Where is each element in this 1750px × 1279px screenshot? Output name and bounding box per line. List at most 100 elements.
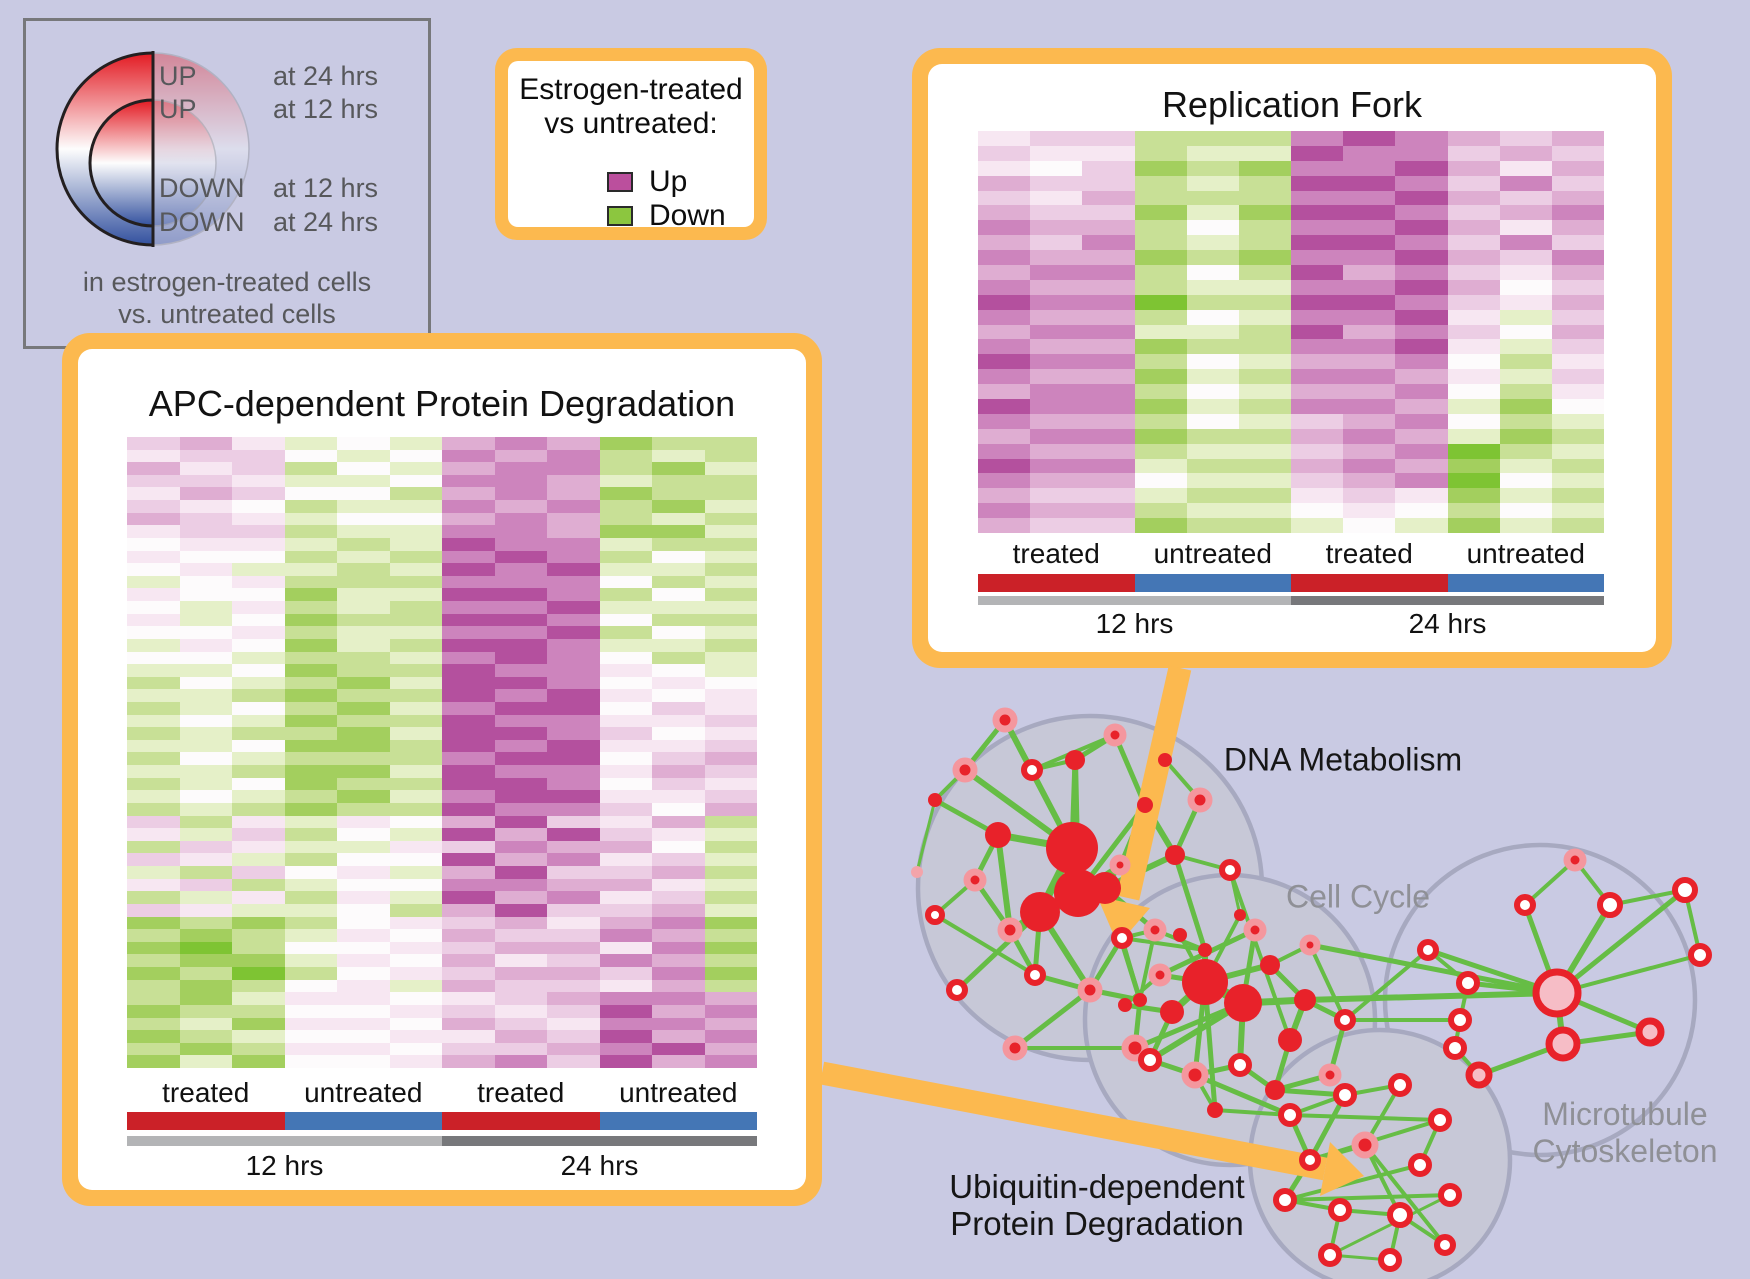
heatmap-cell [442,853,495,867]
network-node-white [1448,1008,1472,1032]
group-label: treated [477,1077,565,1108]
heatmap-cell [547,979,600,993]
heatmap-cell [337,512,390,526]
heatmap-cell [547,916,600,930]
group-label: treated [162,1077,250,1108]
network-node-solid [1173,928,1187,942]
heatmap-cell [599,525,652,538]
heatmap-cell [337,1004,390,1018]
heatmap-cell [389,765,442,778]
heatmap-cell [1030,145,1083,161]
network-edge [1172,852,1208,953]
heatmap-cell [179,550,232,564]
heatmap-cell [232,601,285,614]
heatmap-cell [652,954,705,968]
network-node-halo [1563,848,1587,872]
network-node-solid [1089,872,1121,904]
heatmap-cell [127,929,180,942]
heatmap-cell [1291,279,1344,295]
heatmap-cell [1395,488,1448,504]
24hrs-bar [1291,596,1604,605]
network-edge [1283,1193,1452,1202]
heatmap-cell [179,601,232,614]
heatmap-cell [978,518,1031,533]
heatmap-cell [547,891,600,904]
heatmap-cell [704,1004,757,1018]
heatmap-cell [232,626,285,639]
heatmap-cell [1291,294,1344,310]
heatmap-cell [284,916,337,930]
heatmap-cell [1343,443,1396,459]
heatmap-cell [1551,190,1604,206]
heatmap-cell [284,651,337,665]
heatmap-cell [652,765,705,778]
heatmap-cell [127,537,180,551]
heatmap-cell [547,828,600,841]
ring-label-up-12: UP [159,94,197,124]
heatmap-cell [1551,399,1604,414]
heatmap-cell [1551,145,1604,161]
heatmap-cell [704,903,757,917]
heatmap-cell [547,802,600,816]
inner-ring-right-half [152,99,217,227]
network-node-solid [1234,909,1246,921]
heatmap-cell [1186,279,1239,295]
network-node-solid [1065,750,1085,770]
heatmap-cell [704,512,757,526]
heatmap-cell [1082,488,1135,504]
heatmap-cell [1186,503,1239,519]
network-node-white [1672,877,1698,903]
heatmap-cell [179,802,232,816]
heatmap-cell [652,487,705,501]
untreated-bar [284,1112,442,1130]
heatmap-cell [284,462,337,475]
heatmap-cell [232,651,285,665]
heatmap-cell [704,878,757,892]
heatmap-cell [127,967,180,980]
heatmap-cell [494,765,547,778]
heatmap-cell [284,815,337,829]
heatmap-cell [284,575,337,589]
heatmap-cell [284,702,337,715]
heatmap-cell [179,752,232,766]
network-node-solid [1160,1000,1184,1024]
heatmap-cell [127,840,180,854]
network-node-solid [1294,989,1316,1011]
heatmap-cell [442,765,495,778]
network-node-pinkcore [1465,1061,1493,1089]
heatmap-cell [1082,265,1135,280]
heatmap-cell [284,487,337,501]
heatmap-cell [1343,324,1396,340]
heatmap-cell [978,488,1031,504]
heatmap-cell [978,428,1031,444]
heatmap-cell [389,563,442,576]
heatmap-cell [389,638,442,652]
heatmap-cell [337,727,390,740]
heatmap-cell [599,802,652,816]
network-node-solid [1260,955,1280,975]
heatmap-cell [1030,473,1083,489]
heatmap-cell [1447,428,1500,444]
heatmap-cell [599,727,652,740]
heatmap-cell [1030,503,1083,519]
heatmap-cell [179,929,232,942]
heatmap-cell [232,437,285,450]
inner-ring-left-half [88,98,155,228]
arrow-apc-to-ubiquitin [820,1061,1328,1181]
heatmap-cell [337,613,390,627]
heatmap-cell [1082,131,1135,146]
heatmap-cell [704,601,757,614]
heatmap-cell [704,790,757,803]
heatmap-cell [179,765,232,778]
heatmap-cell [704,676,757,690]
heatmap-cell [1134,473,1187,489]
heatmap-cell [179,626,232,639]
heatmap-cell [704,929,757,942]
apc-panel: APC-dependent Protein Degradation treate… [62,333,822,1206]
heatmap-cell [1291,190,1344,206]
heatmap-cell [599,765,652,778]
heatmap-cell [1395,518,1448,533]
heatmap-cell [1343,190,1396,206]
heatmap-cell [1499,488,1552,504]
heatmap-cell [442,727,495,740]
